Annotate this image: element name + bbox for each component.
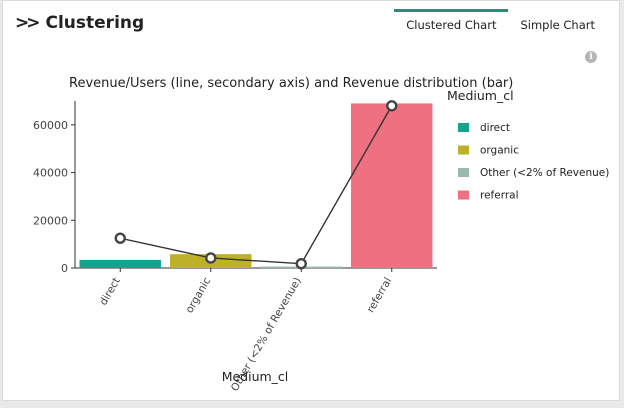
double-chevron-right-icon[interactable]: >>: [15, 13, 40, 33]
bar-3: [351, 103, 433, 268]
legend-label-3: referral: [480, 190, 519, 202]
clustering-card: >> Clustering Clustered Chart Simple Cha…: [2, 0, 620, 401]
x-tick-label: referral: [365, 276, 395, 315]
y-tick-label: 20000: [33, 214, 68, 227]
y-tick-label: 0: [61, 262, 68, 275]
bar-0: [79, 259, 161, 268]
y-tick-label: 60000: [33, 119, 68, 132]
card-header: >> Clustering: [15, 13, 144, 33]
card-title: Clustering: [45, 13, 145, 33]
legend-label-0: direct: [480, 122, 510, 134]
chart-title: Revenue/Users (line, secondary axis) and…: [69, 76, 513, 91]
tab-clustered-chart[interactable]: Clustered Chart: [394, 9, 509, 40]
legend-swatch-1: [458, 145, 469, 155]
x-axis-label: Medium_cl: [222, 369, 289, 384]
line-point-0: [114, 232, 126, 244]
line-point-1: [205, 252, 217, 264]
legend-swatch-2: [458, 168, 469, 177]
legend-label-1: organic: [480, 145, 519, 157]
info-icon[interactable]: i: [585, 51, 597, 63]
legend-swatch-0: [458, 123, 469, 132]
line-point-3: [386, 100, 398, 112]
y-tick-label: 40000: [33, 167, 68, 180]
line-series: [120, 105, 393, 265]
legend-title: Medium_cl: [447, 88, 514, 103]
chart-tabs: Clustered Chart Simple Chart: [394, 9, 607, 40]
legend: Medium_cl direct organic Other (<2% of Rev…: [447, 88, 609, 202]
chart-svg: Revenue/Users (line, secondary axis) and…: [33, 76, 609, 391]
legend-label-2: Other (<2% of Revenue): [480, 167, 609, 179]
tab-simple-chart[interactable]: Simple Chart: [520, 18, 595, 32]
line-point-2: [295, 258, 307, 270]
x-tick-label: organic: [183, 275, 213, 315]
legend-swatch-3: [458, 190, 469, 200]
x-tick-label: direct: [97, 276, 122, 308]
